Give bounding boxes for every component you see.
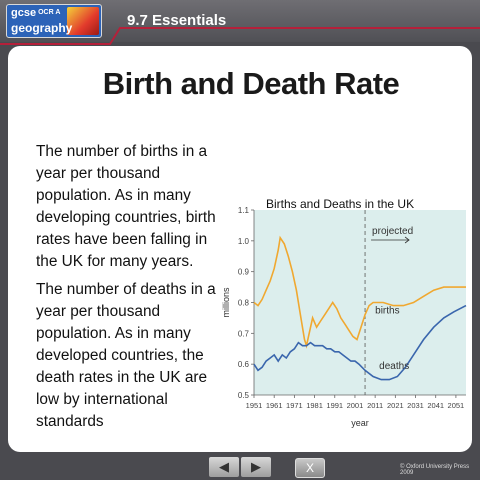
series-deaths-label: deaths [379,361,409,372]
gcse-geography-logo: gcse OCR A geography [6,4,102,38]
header-bar: gcse OCR A geography 9.7 Essentials [0,0,480,42]
projected-label: projected [372,226,413,237]
x-axis-label: year [351,418,369,428]
next-button[interactable]: ▶ [241,457,271,477]
series-births-line [253,235,466,349]
birth-rate-paragraph: The number of births in a year per thous… [36,143,216,270]
projected-arrow-icon [371,236,410,244]
x-tick-label: 1991 [326,401,343,410]
prev-arrow-icon: ◀ [219,459,229,474]
births-deaths-chart: 0.5 0.6 0.7 0.8 0.9 1.0 1.1 1951 1961 1971 1981 19… [221,197,467,428]
y-tick-label: 1.0 [238,237,250,246]
y-tick-label: 0.6 [238,360,250,369]
x-tick-label: 2001 [347,401,364,410]
x-tick-label: 2021 [387,401,404,410]
section-title: 9.7 Essentials [127,12,227,29]
y-tick-label: 1.1 [238,206,250,215]
y-axis-label: millions [221,287,231,318]
copyright-text: © Oxford University Press 2009 [400,464,470,476]
y-tick-label: 0.8 [238,299,250,308]
prev-button[interactable]: ◀ [209,457,239,477]
x-tick-label: 2011 [367,401,383,410]
plot-area [254,210,466,395]
death-rate-paragraph: The number of deaths in a year per thous… [36,281,216,430]
slide-title: Birth and Death Rate [102,66,400,101]
next-arrow-icon: ▶ [251,459,261,474]
series-births-label: births [375,305,399,316]
x-tick-label: 2041 [427,401,444,410]
y-tick-label: 0.9 [238,268,250,277]
logo-tag: OCR A [38,9,61,16]
chart-title: Births and Deaths in the UK [266,197,414,211]
logo-line2: geography [11,21,73,35]
x-tick-label: 1981 [306,401,323,410]
series-deaths-line [253,304,467,381]
y-tick-label: 0.5 [238,391,250,400]
x-tick-label: 1951 [246,401,263,410]
close-button[interactable]: X [295,458,325,478]
x-tick-label: 2051 [448,401,465,410]
x-tick-label: 1971 [286,401,303,410]
logo-line1: gcse [11,7,37,19]
x-tick-label: 1961 [266,401,283,410]
x-tick-label: 2031 [407,401,424,410]
y-tick-label: 0.7 [238,329,250,338]
